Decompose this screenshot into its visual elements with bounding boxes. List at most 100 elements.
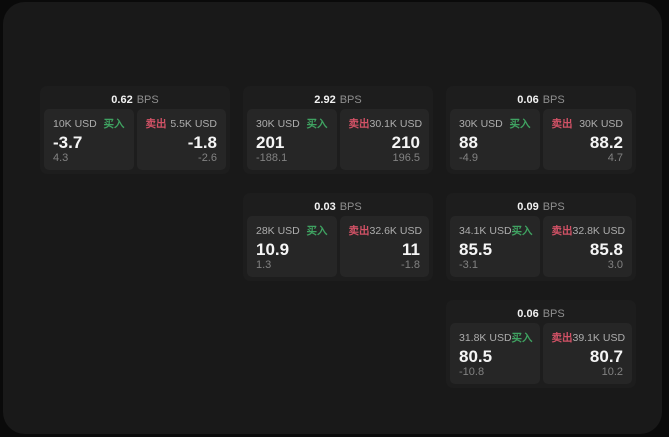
sell-panel[interactable]: 卖出 30.1K USD 210 196.5 [339, 109, 429, 170]
buy-tag[interactable]: 买入 [511, 225, 533, 237]
quote-card-body: 34.1K USD 买入 85.5 -3.1 卖出 32.8K USD 85.8… [450, 216, 632, 277]
bps-value: 0.09 [517, 200, 539, 213]
quote-card-header: 0.03 BPS [247, 197, 429, 216]
buy-delta-value: -10.8 [459, 366, 485, 378]
buy-delta-value: 4.3 [53, 152, 69, 164]
buy-price-value: 85.5 [459, 239, 493, 259]
quote-card-header: 0.09 BPS [450, 197, 632, 216]
bps-unit-label: BPS [542, 307, 565, 320]
quote-card[interactable]: 2.92 BPS 30K USD 买入 201 -188.1 卖出 30.1K … [243, 86, 433, 174]
sell-panel[interactable]: 卖出 32.6K USD 11 -1.8 [339, 216, 429, 277]
sell-panel-toprow: 卖出 32.6K USD [348, 223, 423, 238]
sell-panel[interactable]: 卖出 32.8K USD 85.8 3.0 [542, 216, 632, 277]
sell-price-value: 210 [391, 132, 420, 152]
buy-panel[interactable]: 30K USD 买入 201 -188.1 [247, 109, 337, 170]
buy-panel-toprow: 10K USD 买入 [53, 116, 125, 131]
sell-panel-toprow: 卖出 32.8K USD [551, 223, 626, 238]
sell-delta-value: 10.2 [601, 366, 623, 378]
sell-tag[interactable]: 卖出 [348, 225, 370, 237]
sell-amount-label: 39.1K USD [572, 331, 626, 344]
buy-amount-label: 30K USD [256, 117, 300, 130]
bps-value: 0.62 [111, 93, 133, 106]
sell-delta-value: 196.5 [392, 152, 420, 164]
bps-value: 0.03 [314, 200, 336, 213]
buy-tag[interactable]: 买入 [509, 118, 531, 130]
buy-tag[interactable]: 买入 [306, 225, 328, 237]
sell-price-value: 80.7 [589, 346, 623, 366]
sell-panel[interactable]: 卖出 39.1K USD 80.7 10.2 [542, 323, 632, 384]
sell-tag[interactable]: 卖出 [145, 118, 167, 130]
quote-card-body: 30K USD 买入 201 -188.1 卖出 30.1K USD 210 1… [247, 109, 429, 170]
sell-tag[interactable]: 卖出 [551, 332, 573, 344]
quote-card-header: 0.06 BPS [450, 90, 632, 109]
buy-price-value: 201 [256, 132, 285, 152]
sell-tag[interactable]: 卖出 [551, 118, 573, 130]
sell-panel-toprow: 卖出 30K USD [552, 116, 624, 131]
sell-panel[interactable]: 卖出 30K USD 88.2 4.7 [542, 109, 632, 170]
sell-amount-label: 30K USD [579, 117, 623, 130]
buy-price-value: 10.9 [256, 239, 290, 259]
buy-amount-label: 34.1K USD [459, 224, 512, 237]
buy-delta-value: 1.3 [256, 259, 272, 271]
buy-panel-toprow: 30K USD 买入 [459, 116, 531, 131]
sell-panel-toprow: 卖出 5.5K USD [146, 116, 218, 131]
sell-delta-value: 4.7 [607, 152, 623, 164]
bps-unit-label: BPS [339, 200, 362, 213]
quote-card-body: 31.8K USD 买入 80.5 -10.8 卖出 39.1K USD 80.… [450, 323, 632, 384]
buy-amount-label: 30K USD [459, 117, 503, 130]
sell-amount-label: 32.6K USD [369, 224, 423, 237]
quote-card-header: 2.92 BPS [247, 90, 429, 109]
bps-value: 0.06 [517, 307, 539, 320]
buy-tag[interactable]: 买入 [306, 118, 328, 130]
buy-delta-value: -3.1 [459, 259, 478, 271]
buy-amount-label: 28K USD [256, 224, 300, 237]
sell-delta-value: -2.6 [198, 152, 217, 164]
bps-unit-label: BPS [542, 93, 565, 106]
quote-card[interactable]: 0.06 BPS 30K USD 买入 88 -4.9 卖出 30K USD 8… [446, 86, 636, 174]
quotes-grid: 0.62 BPS 10K USD 买入 -3.7 4.3 卖出 5.5K USD… [40, 86, 636, 388]
quote-card[interactable]: 0.09 BPS 34.1K USD 买入 85.5 -3.1 卖出 32.8K… [446, 193, 636, 281]
bps-value: 0.06 [517, 93, 539, 106]
buy-price-value: -3.7 [53, 132, 83, 152]
quote-card[interactable]: 0.03 BPS 28K USD 买入 10.9 1.3 卖出 32.6K US… [243, 193, 433, 281]
buy-amount-label: 31.8K USD [459, 331, 512, 344]
sell-panel[interactable]: 卖出 5.5K USD -1.8 -2.6 [136, 109, 226, 170]
sell-delta-value: 3.0 [607, 259, 623, 271]
buy-price-value: 80.5 [459, 346, 493, 366]
quote-card[interactable]: 0.06 BPS 31.8K USD 买入 80.5 -10.8 卖出 39.1… [446, 300, 636, 388]
quote-card-body: 28K USD 买入 10.9 1.3 卖出 32.6K USD 11 -1.8 [247, 216, 429, 277]
sell-price-value: 11 [402, 239, 420, 259]
quote-card-header: 0.06 BPS [450, 304, 632, 323]
bps-value: 2.92 [314, 93, 336, 106]
buy-tag[interactable]: 买入 [103, 118, 125, 130]
bps-unit-label: BPS [339, 93, 362, 106]
sell-amount-label: 5.5K USD [170, 117, 217, 130]
buy-price-value: 88 [459, 132, 478, 152]
buy-panel-toprow: 30K USD 买入 [256, 116, 328, 131]
sell-tag[interactable]: 卖出 [348, 118, 370, 130]
sell-panel-toprow: 卖出 30.1K USD [348, 116, 423, 131]
bps-unit-label: BPS [542, 200, 565, 213]
buy-panel[interactable]: 10K USD 买入 -3.7 4.3 [44, 109, 134, 170]
sell-tag[interactable]: 卖出 [551, 225, 573, 237]
sell-amount-label: 30.1K USD [369, 117, 423, 130]
buy-panel[interactable]: 34.1K USD 买入 85.5 -3.1 [450, 216, 540, 277]
quote-card[interactable]: 0.62 BPS 10K USD 买入 -3.7 4.3 卖出 5.5K USD… [40, 86, 230, 174]
buy-panel[interactable]: 30K USD 买入 88 -4.9 [450, 109, 540, 170]
buy-panel[interactable]: 31.8K USD 买入 80.5 -10.8 [450, 323, 540, 384]
quote-card-body: 30K USD 买入 88 -4.9 卖出 30K USD 88.2 4.7 [450, 109, 632, 170]
sell-price-value: 85.8 [589, 239, 623, 259]
buy-panel[interactable]: 28K USD 买入 10.9 1.3 [247, 216, 337, 277]
buy-delta-value: -188.1 [256, 152, 288, 164]
quote-card-header: 0.62 BPS [44, 90, 226, 109]
buy-panel-toprow: 31.8K USD 买入 [459, 330, 533, 345]
buy-delta-value: -4.9 [459, 152, 478, 164]
sell-panel-toprow: 卖出 39.1K USD [551, 330, 626, 345]
sell-price-value: 88.2 [589, 132, 623, 152]
buy-tag[interactable]: 买入 [511, 332, 533, 344]
quote-card-body: 10K USD 买入 -3.7 4.3 卖出 5.5K USD -1.8 -2.… [44, 109, 226, 170]
buy-amount-label: 10K USD [53, 117, 97, 130]
sell-amount-label: 32.8K USD [572, 224, 626, 237]
sell-price-value: -1.8 [187, 132, 217, 152]
buy-panel-toprow: 34.1K USD 买入 [459, 223, 533, 238]
